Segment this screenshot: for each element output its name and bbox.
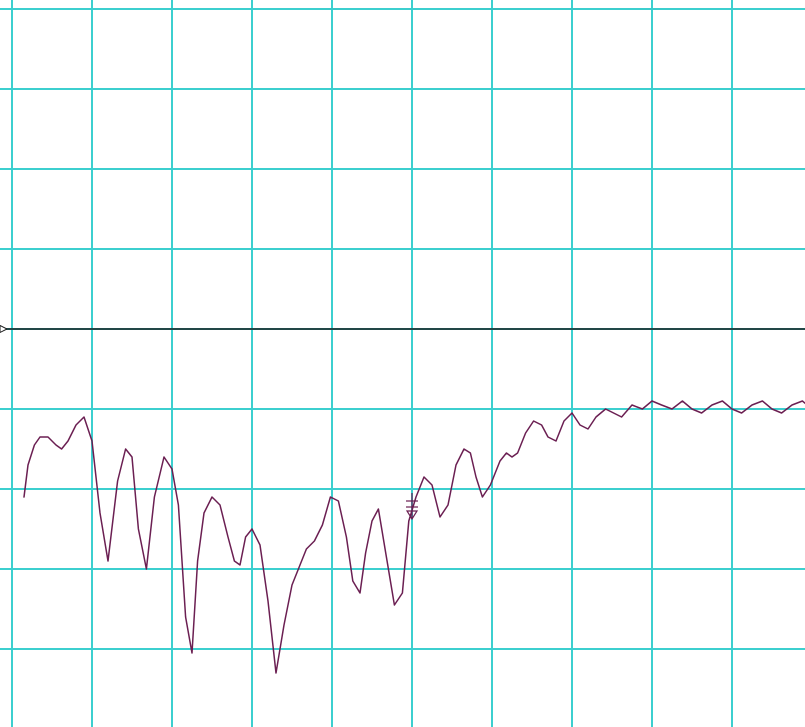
reference-arrow-icon	[0, 324, 9, 334]
trace-line	[23, 400, 805, 674]
reference-level	[0, 324, 805, 334]
trace-layer	[23, 400, 805, 674]
marker-triangle	[405, 510, 419, 521]
delta-marker-icon	[405, 493, 419, 521]
marker-layer	[405, 493, 419, 521]
